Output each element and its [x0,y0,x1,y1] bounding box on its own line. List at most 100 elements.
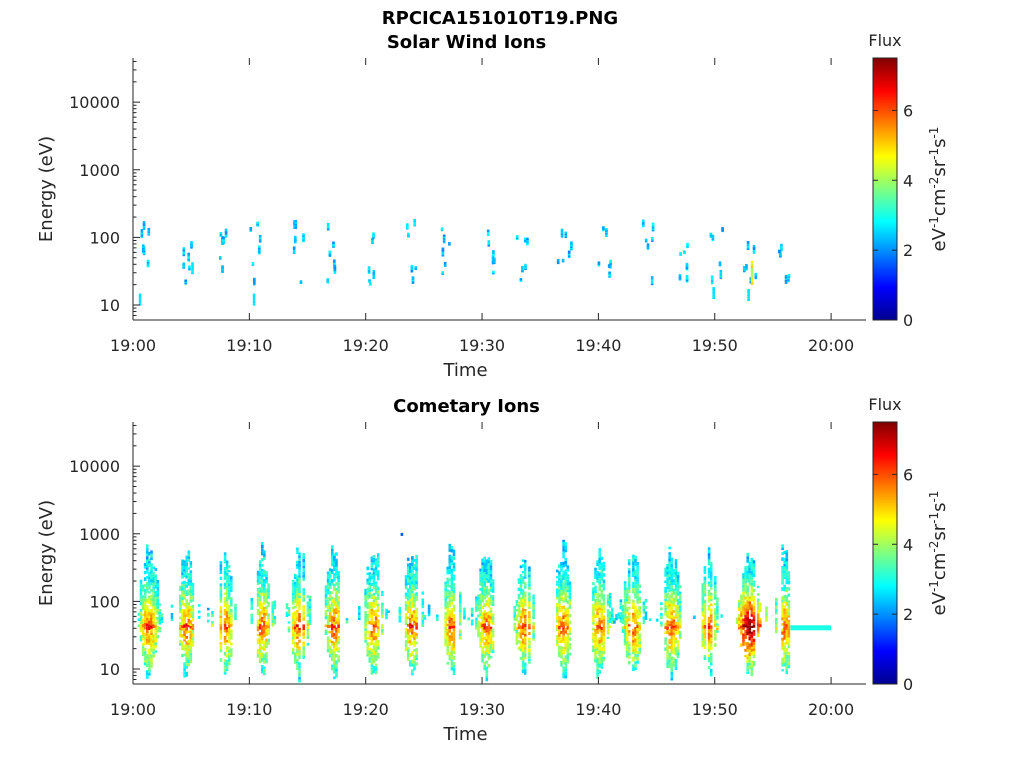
data-cell [141,638,145,641]
data-cell [632,631,635,635]
data-cell [146,623,149,627]
data-cell [184,279,187,282]
data-cell [634,614,637,618]
data-cell [701,588,705,592]
data-cell [748,561,752,565]
data-cell [152,654,155,658]
data-cell [759,617,762,621]
data-cell [294,657,297,661]
data-cell [181,615,184,619]
data-cell [374,584,378,588]
data-cell [625,622,629,625]
data-cell [333,263,336,266]
data-cell [710,279,714,282]
data-cell [784,276,788,279]
data-cell [600,647,604,651]
data-cell [404,592,408,597]
data-cell [150,594,153,599]
data-cell [302,644,305,647]
data-cell [750,640,754,644]
data-cell [707,656,711,660]
data-cell [517,580,521,584]
data-cell [598,619,601,623]
data-cell [479,616,482,619]
data-cell [783,566,786,571]
data-cell [606,597,610,601]
data-cell [413,620,416,624]
data-cell [265,632,268,637]
data-cell [712,287,715,290]
data-cell [521,669,525,674]
data-cell [623,642,627,646]
data-cell [650,277,654,280]
data-cell [627,646,631,650]
data-cell [261,577,264,581]
data-cell [444,641,447,644]
data-cell [207,612,210,617]
data-cell [452,604,456,608]
data-cell [562,588,565,592]
data-cell [674,628,678,632]
data-cell [227,616,231,619]
data-cell [302,553,305,557]
data-cell [372,605,376,608]
data-cell [562,605,565,610]
data-cell [489,601,493,606]
data-cell [337,640,340,645]
data-cell [740,643,743,647]
data-cell [444,612,447,615]
data-cell [452,637,456,641]
data-cell [256,642,260,645]
data-cell [152,606,155,610]
data-cell [223,665,227,669]
data-cell [158,611,162,615]
data-cell [556,569,559,573]
data-cell [617,616,621,620]
data-cell [223,611,227,616]
data-cell [179,624,182,628]
data-cell [746,642,749,646]
data-cell [600,630,604,634]
data-cell [707,599,711,603]
data-cell [600,633,604,637]
data-cell [331,559,334,563]
data-cell [406,579,410,583]
data-cell [296,593,299,597]
data-cell [598,650,601,654]
data-cell [483,645,486,649]
data-cell [707,654,711,657]
data-cell [564,630,567,634]
data-cell [459,618,462,623]
data-cell [328,251,332,255]
data-cell [558,640,561,644]
data-cell [787,639,791,643]
data-cell [413,655,416,659]
data-cell [672,579,676,583]
data-cell [265,571,268,575]
data-cell [479,625,482,629]
data-cell [487,637,491,640]
data-cell [710,281,714,285]
data-cell [566,590,570,593]
data-cell [492,250,495,253]
data-cell [716,625,719,628]
data-cell [600,584,604,588]
data-cell [333,625,336,629]
data-cell [146,584,149,587]
x-tick-label: 19:40 [575,336,621,355]
data-cell [487,615,491,619]
data-cell [291,599,295,602]
data-cell [372,557,376,561]
data-cell [746,666,749,669]
data-cell [263,593,266,596]
data-cell [703,593,707,597]
data-cell [701,594,705,597]
data-cell [409,664,412,667]
data-cell [146,589,149,593]
data-cell [185,623,188,627]
data-cell [485,602,489,607]
data-cell [564,665,567,669]
data-cell [644,606,648,609]
data-cell [483,616,486,620]
data-cell [183,583,186,588]
